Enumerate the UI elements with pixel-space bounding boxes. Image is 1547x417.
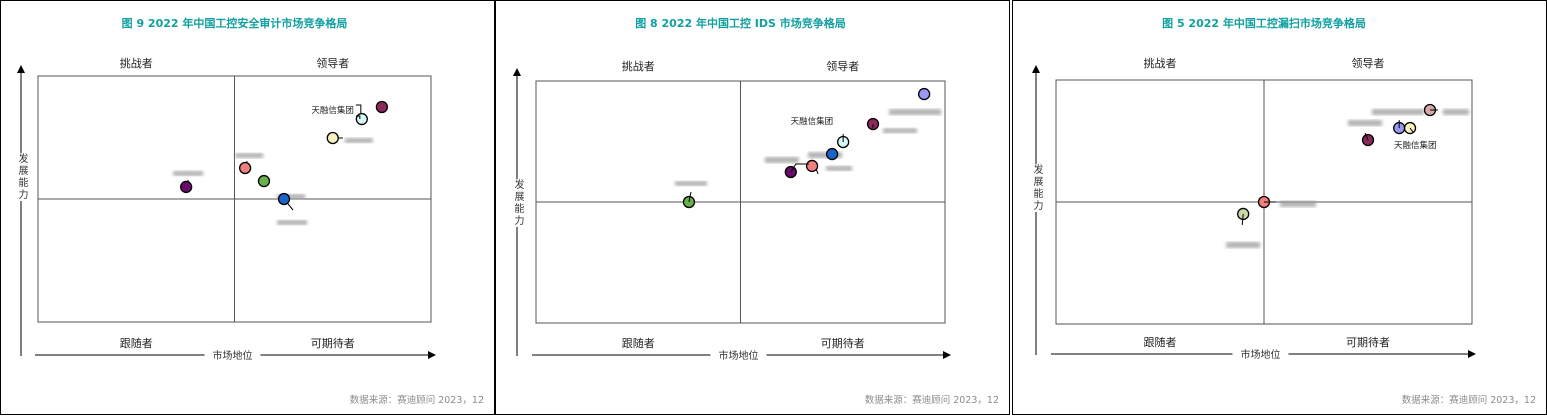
point-marker [375, 100, 389, 114]
blurred-company-label [277, 194, 306, 199]
point-marker [825, 147, 839, 161]
data-point [866, 117, 918, 134]
source-note: 数据来源：赛迪顾问 2023，12 [350, 394, 484, 406]
leader-line [790, 163, 809, 173]
quadrant-label-promising: 可期待者 [821, 336, 865, 350]
blurred-company-label [883, 128, 918, 134]
chart-title: 图 5 2022 年中国工控漏扫市场竞争格局 [1162, 16, 1366, 30]
chart-panel-scan: 图 5 2022 年中国工控漏扫市场竞争格局挑战者 领导者跟随者 可期待者市场地位 天… [1012, 0, 1547, 415]
point-marker [1403, 121, 1417, 135]
quadrant-label-follower: 跟随者 [120, 336, 153, 350]
point-marker [917, 87, 931, 101]
point-label: 天融信集团 [791, 116, 834, 127]
blurred-company-label [764, 156, 799, 163]
blurred-company-label [826, 165, 853, 171]
data-point [375, 100, 389, 114]
blurred-company-label [674, 181, 707, 186]
y-axis-label: 发展能力 [15, 153, 27, 201]
data-point [674, 181, 707, 209]
leader-line [1364, 132, 1369, 141]
leader-line [1409, 127, 1414, 133]
quadrant-label-promising: 可期待者 [1346, 335, 1390, 349]
quadrant-label-leader: 领导者 [1352, 57, 1385, 70]
chart-panel-audit: 图 9 2022 年中国工控安全审计市场竞争格局 挑战者 领导者跟随者 可期待者市场地… [0, 0, 495, 415]
y-axis-label: 发展能力 [511, 179, 523, 227]
leader-line [1241, 213, 1244, 226]
point-marker [355, 112, 368, 126]
chart-title: 图 9 2022 年中国工控安全审计市场竞争格局 [122, 16, 348, 30]
blurred-company-label [277, 220, 308, 225]
blurred-company-label [235, 153, 264, 159]
point-marker [805, 159, 819, 173]
quadrant-label-promising: 可期待者 [311, 336, 355, 350]
point-marker [180, 180, 193, 194]
blurred-company-label [173, 170, 204, 176]
quadrant-label-challenger: 挑战者 [622, 59, 655, 73]
chart-title: 图 8 2022 年中国工控 IDS 市场竞争格局 [635, 16, 846, 30]
blurred-company-label [889, 109, 942, 116]
data-point: 天融信集团 [311, 104, 368, 126]
data-point [326, 131, 373, 145]
quadrant-label-challenger: 挑战者 [1144, 56, 1177, 70]
blurred-company-label [1348, 120, 1382, 127]
leader-line [688, 191, 692, 203]
point-marker [326, 131, 339, 145]
x-axis-label: 市场地位 [213, 349, 253, 362]
data-point [808, 147, 843, 161]
data-point [889, 87, 942, 116]
data-point [805, 159, 853, 175]
blurred-company-label [344, 137, 373, 143]
data-point [173, 170, 204, 194]
data-point: 天融信集团 [791, 116, 850, 149]
data-point [1393, 120, 1406, 135]
blurred-company-label [1442, 109, 1469, 116]
blurred-company-label [1226, 241, 1261, 248]
data-point [1371, 103, 1469, 117]
point-marker [277, 192, 291, 206]
data-point [277, 192, 308, 225]
data-point [1226, 207, 1261, 248]
source-note: 数据来源：赛迪顾问 2023，12 [1402, 394, 1536, 406]
quadrant-label-follower: 跟随者 [1144, 335, 1177, 349]
point-marker [238, 161, 252, 175]
quadrant-label-challenger: 挑战者 [120, 56, 153, 70]
leader-line [355, 115, 361, 120]
data-point [235, 153, 264, 175]
quadrant-label-leader: 领导者 [826, 60, 859, 73]
point-label: 天融信集团 [1394, 140, 1437, 151]
x-axis-label: 市场地位 [1241, 348, 1281, 361]
data-point [257, 174, 271, 188]
leader-line [815, 168, 819, 175]
chart-panel-ids: 图 8 2022 年中国工控 IDS 市场竞争格局挑战者 领导者跟随者 可期待者市场… [495, 0, 1010, 415]
data-point: 天融信集团 [1394, 121, 1437, 151]
data-point [1348, 120, 1382, 147]
point-marker [257, 174, 271, 188]
point-label: 天融信集团 [311, 105, 354, 116]
leader-line [355, 104, 362, 115]
y-axis-label: 发展能力 [1030, 164, 1042, 212]
data-point [1257, 195, 1316, 209]
blurred-company-label [1371, 109, 1424, 116]
x-axis-label: 市场地位 [719, 349, 759, 362]
source-note: 数据来源：赛迪顾问 2023，12 [865, 394, 999, 406]
blurred-company-label [808, 152, 843, 159]
quadrant-label-follower: 跟随者 [622, 336, 655, 350]
data-point [764, 156, 809, 179]
blurred-company-label [1280, 201, 1316, 207]
quadrant-label-leader: 领导者 [316, 57, 349, 70]
